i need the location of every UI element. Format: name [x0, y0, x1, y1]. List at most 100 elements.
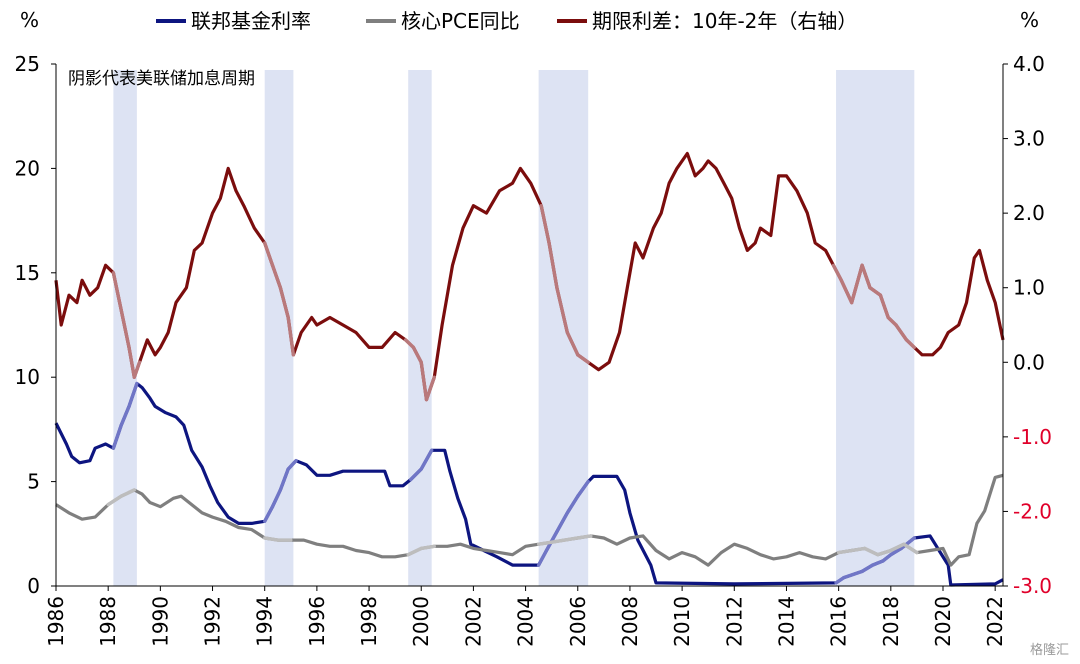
series-line-1-shaded-segment [263, 536, 280, 542]
series-line-0-shaded-segment [127, 381, 139, 409]
x-tick-label: 2020 [931, 596, 955, 647]
right-tick-label: 2.0 [1013, 201, 1045, 225]
series-line-2-shaded-segment [868, 286, 883, 297]
x-tick-label: 1992 [201, 596, 225, 647]
series-line-2-shaded-segment [555, 286, 570, 335]
series-line-0-shaded-segment [555, 511, 570, 534]
legend-label-fed-funds: 联邦基金利率 [191, 9, 311, 33]
right-axis-unit: % [1020, 8, 1039, 32]
series-line-0-shaded-segment [536, 548, 549, 567]
x-tick-label: 2002 [461, 596, 485, 647]
legend-item-core-pce: 核心PCE同比 [366, 9, 520, 33]
right-tick-label: 1.0 [1013, 276, 1045, 300]
series-line-2-shaded-segment [286, 315, 296, 357]
series-line-2-shaded-segment [839, 278, 854, 305]
x-tick-label: 2010 [670, 596, 694, 647]
axes [55, 64, 1004, 587]
left-tick-label: 0 [27, 574, 40, 598]
legend-label-term-spread: 期限利差：10年-2年（右轴） [592, 9, 857, 33]
left-tick-label: 15 [15, 261, 40, 285]
x-tick-label: 2014 [774, 596, 798, 647]
series-line-0-shaded-segment [409, 467, 423, 482]
series-line-2-shaded-segment [403, 338, 416, 350]
series-line-2-shaded-segment [878, 293, 890, 320]
series-line-2-shaded-segment [860, 263, 872, 290]
series-line-1-shaded-segment [902, 542, 919, 555]
series-line-1-shaded-segment [549, 538, 567, 544]
series-line-2-shaded-segment [278, 286, 290, 320]
series-line-0-shaded-segment [870, 559, 885, 567]
series-line-1-shaded-segment [536, 540, 554, 546]
x-axis-ticks: 1986 1988 1990 1992 1994 1996 1998 2000 2002 2004… [44, 586, 1007, 647]
x-tick-label: 1998 [357, 596, 381, 647]
left-tick-label: 10 [15, 365, 40, 389]
right-tick-label: -2.0 [1013, 499, 1052, 523]
series-line-1-shaded-segment [876, 548, 893, 557]
x-tick-label: 2022 [983, 596, 1007, 647]
series-line-2-shaded-segment [894, 323, 909, 342]
series-line-1-shaded-segment [889, 542, 906, 553]
legend-item-term-spread: 期限利差：10年-2年（右轴） [557, 9, 857, 33]
series-line-1-shaded-segment [406, 546, 423, 557]
right-tick-label: 3.0 [1013, 127, 1045, 151]
series-line-2-shaded-segment [132, 360, 142, 379]
x-tick-label: 2008 [618, 596, 642, 647]
hike-cycle-shade [836, 70, 915, 586]
series-line-0-shaded-segment [899, 536, 917, 551]
x-tick-label: 2006 [566, 596, 590, 647]
x-tick-label: 1994 [253, 596, 277, 647]
series-line-2-shaded-segment [886, 315, 898, 327]
shading-annotation: 阴影代表美联储加息周期 [68, 69, 255, 89]
series-line-1-shaded-segment [863, 546, 880, 557]
right-axis-ticks: -3.0 -2.0 -1.0 0.0 1.0 2.0 3.0 4.0 [1003, 52, 1052, 598]
x-tick-label: 1990 [148, 596, 172, 647]
watermark: 格隆汇 [1030, 642, 1069, 658]
series-line-0-shaded-segment [565, 494, 580, 515]
series-line-2-shaded-segment [576, 353, 590, 364]
left-tick-label: 5 [27, 470, 40, 494]
x-tick-label: 2016 [827, 596, 851, 647]
series-line-2-shaded-segment [904, 338, 917, 350]
series-line-1-shaded-segment [563, 536, 580, 542]
left-tick-label: 20 [15, 156, 40, 180]
series-line-0-shaded-segment [278, 467, 290, 492]
left-axis-ticks: 0 5 10 15 20 25 [15, 52, 56, 598]
series-line-0-shaded-segment [263, 504, 275, 523]
series-line-1-shaded-segment [849, 546, 867, 553]
legend-label-core-pce: 核心PCE同比 [401, 9, 520, 33]
series-line-1-shaded-segment [419, 544, 436, 551]
series-line-2-shaded-segment [831, 263, 843, 282]
series-line-1-shaded-segment [106, 494, 123, 507]
series-line-2-shaded-segment [565, 330, 580, 357]
x-tick-label: 1996 [305, 596, 329, 647]
series-line-2-shaded-segment [411, 345, 423, 364]
series-line-0-shaded-segment [111, 423, 123, 450]
right-tick-label: -1.0 [1013, 425, 1052, 449]
left-tick-label: 25 [15, 52, 40, 76]
series-line-0-shaded-segment [889, 546, 903, 557]
series-line-2-shaded-segment [263, 241, 275, 268]
right-tick-label: -3.0 [1013, 574, 1052, 598]
x-tick-label: 2004 [514, 596, 538, 647]
legend: 联邦基金利率 核心PCE同比 期限利差：10年-2年（右轴） [156, 9, 857, 33]
x-tick-label: 1988 [96, 596, 120, 647]
series-line-2-shaded-segment [111, 271, 123, 312]
series-lines [54, 151, 1005, 587]
series-line-1-shaded-segment [836, 548, 854, 555]
series-line-2-shaded-segment [270, 263, 283, 290]
series-line-1-shaded-segment [119, 488, 136, 498]
legend-item-fed-funds: 联邦基金利率 [156, 9, 311, 33]
right-tick-label: 0.0 [1013, 350, 1045, 374]
hike-cycle-shades [113, 70, 915, 586]
left-axis-unit: % [20, 8, 39, 32]
x-tick-label: 2012 [722, 596, 746, 647]
series-line-2-shaded-segment [849, 263, 864, 305]
series-line-2-shaded-segment [119, 308, 131, 350]
x-tick-label: 1986 [44, 596, 68, 647]
right-tick-label: 4.0 [1013, 52, 1045, 76]
series-line-0-shaded-segment [286, 459, 298, 471]
hike-cycle-shade [538, 70, 589, 586]
series-line-0-shaded-segment [842, 569, 864, 580]
series-line-0-shaded-segment [860, 563, 875, 574]
